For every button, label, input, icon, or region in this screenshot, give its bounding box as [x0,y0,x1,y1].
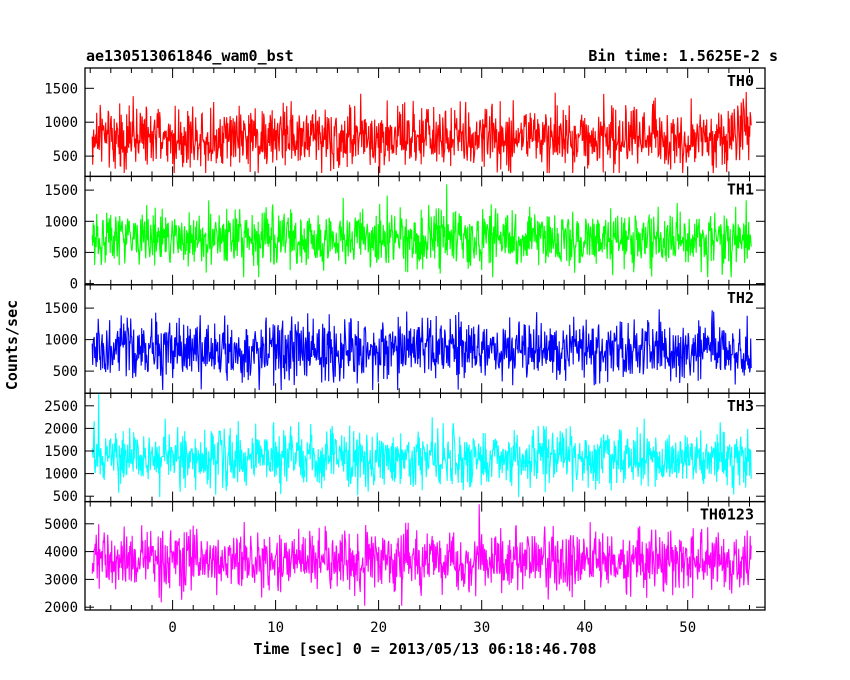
y-tick-label-th3: 1000 [44,467,78,483]
y-axis-label: Counts/sec [3,300,21,390]
y-tick-label-th1: 1500 [44,183,78,199]
y-tick-label-th0123: 2000 [44,600,78,616]
panel-frame-th3 [84,392,766,503]
series-th0123 [91,504,752,606]
y-tick-label-th1: 0 [70,277,78,293]
y-tick-label-th2: 1500 [44,301,78,317]
y-tick-label-th0: 500 [53,149,78,165]
panel-label-th0123: TH0123 [700,506,754,524]
x-tick-label: 10 [267,620,284,636]
series-th3 [91,393,752,498]
x-axis-label: Time [sec] 0 = 2013/05/13 06:18:46.708 [253,640,596,658]
y-tick-label-th3: 2000 [44,421,78,437]
panel-label-th3: TH3 [727,397,754,415]
y-tick-label-th1: 500 [53,245,78,261]
x-tick-label: 20 [370,620,387,636]
x-tick-label: 0 [168,620,176,636]
series-th1 [91,184,752,278]
chart-title-right: Bin time: 1.5625E-2 s [588,47,778,65]
y-tick-label-th3: 1500 [44,444,78,460]
series-th0 [91,91,752,174]
y-tick-label-th0123: 3000 [44,572,78,588]
y-tick-label-th0: 1000 [44,115,78,131]
y-tick-label-th2: 500 [53,364,78,380]
x-tick-label: 30 [473,620,490,636]
y-tick-label-th0123: 5000 [44,517,78,533]
panel-label-th1: TH1 [727,180,754,198]
y-tick-label-th3: 500 [53,489,78,505]
chart-title-left: ae130513061846_wam0_bst [86,47,294,65]
y-tick-label-th0: 1500 [44,81,78,97]
panel-label-th0: TH0 [727,72,754,90]
series-th2 [91,309,752,391]
y-tick-label-th3: 2500 [44,399,78,415]
x-tick-label: 40 [576,620,593,636]
x-tick-label: 50 [679,620,696,636]
y-tick-label-th0123: 4000 [44,545,78,561]
panel-label-th2: TH2 [727,289,754,307]
y-tick-label-th2: 1000 [44,333,78,349]
y-tick-label-th1: 1000 [44,214,78,230]
panel-frame-th0123 [84,500,766,611]
